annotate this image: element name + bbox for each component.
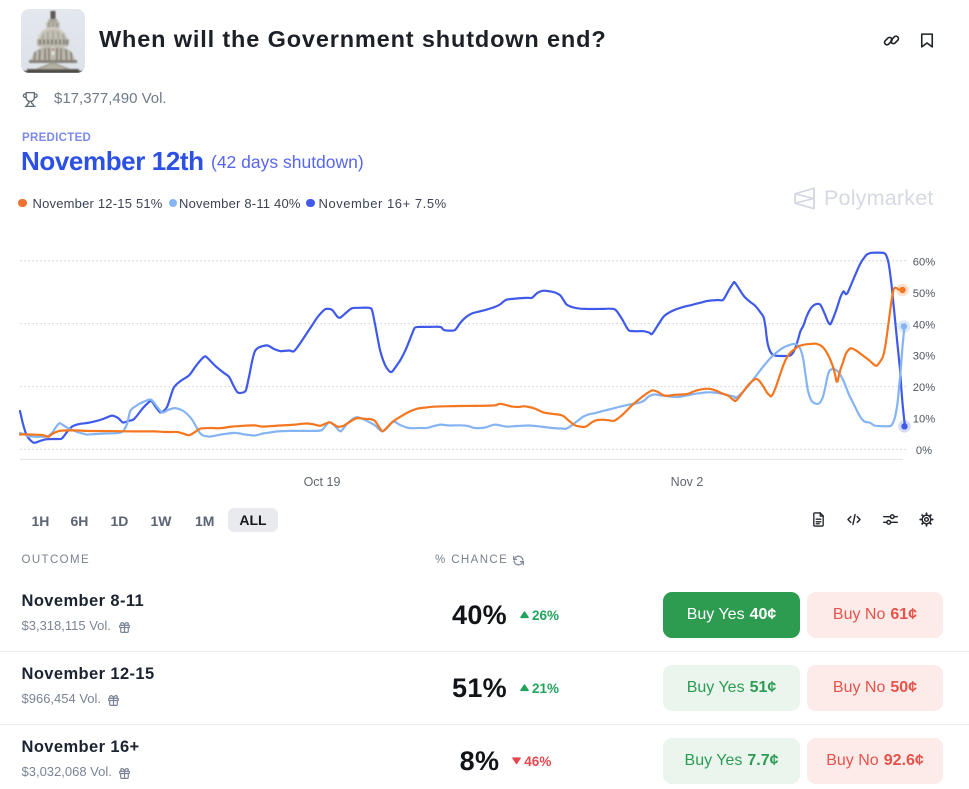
svg-text:Oct 19: Oct 19: [304, 475, 341, 489]
svg-text:Nov 2: Nov 2: [671, 475, 704, 489]
svg-text:40%: 40%: [913, 319, 935, 331]
svg-text:30%: 30%: [913, 351, 935, 363]
svg-text:20%: 20%: [913, 382, 935, 394]
svg-text:0%: 0%: [916, 445, 932, 457]
svg-text:10%: 10%: [913, 414, 935, 426]
svg-text:60%: 60%: [913, 257, 935, 269]
svg-text:50%: 50%: [913, 288, 935, 300]
